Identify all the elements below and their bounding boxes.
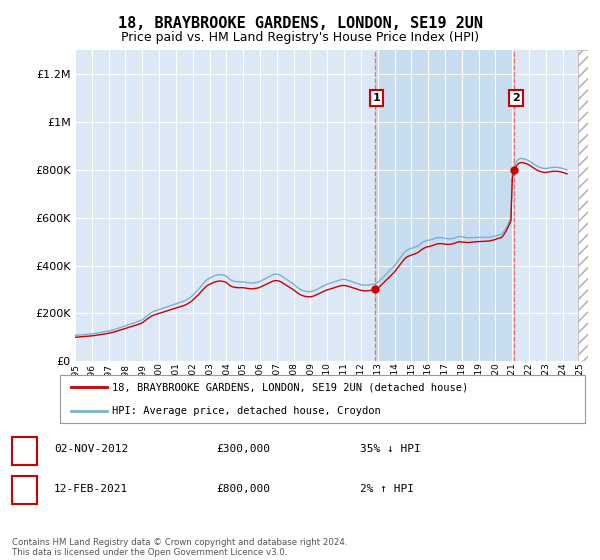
Bar: [578, 50, 588, 361]
Text: 2: 2: [20, 482, 29, 495]
Text: Contains HM Land Registry data © Crown copyright and database right 2024.
This d: Contains HM Land Registry data © Crown c…: [12, 538, 347, 557]
Text: 1: 1: [20, 443, 29, 456]
Text: HPI: Average price, detached house, Croydon: HPI: Average price, detached house, Croy…: [113, 406, 381, 416]
Text: 12-FEB-2021: 12-FEB-2021: [54, 484, 128, 493]
Text: 18, BRAYBROOKE GARDENS, LONDON, SE19 2UN: 18, BRAYBROOKE GARDENS, LONDON, SE19 2UN: [118, 16, 482, 31]
Text: 18, BRAYBROOKE GARDENS, LONDON, SE19 2UN (detached house): 18, BRAYBROOKE GARDENS, LONDON, SE19 2UN…: [113, 382, 469, 392]
Bar: [375, 50, 514, 361]
Text: 1: 1: [373, 93, 380, 103]
Text: 02-NOV-2012: 02-NOV-2012: [54, 445, 128, 454]
Text: 2: 2: [512, 93, 520, 103]
Polygon shape: [578, 50, 588, 361]
Bar: [578, 50, 588, 361]
Text: 2% ↑ HPI: 2% ↑ HPI: [360, 484, 414, 493]
Text: Price paid vs. HM Land Registry's House Price Index (HPI): Price paid vs. HM Land Registry's House …: [121, 31, 479, 44]
Text: £300,000: £300,000: [216, 445, 270, 454]
Text: 35% ↓ HPI: 35% ↓ HPI: [360, 445, 421, 454]
Text: £800,000: £800,000: [216, 484, 270, 493]
